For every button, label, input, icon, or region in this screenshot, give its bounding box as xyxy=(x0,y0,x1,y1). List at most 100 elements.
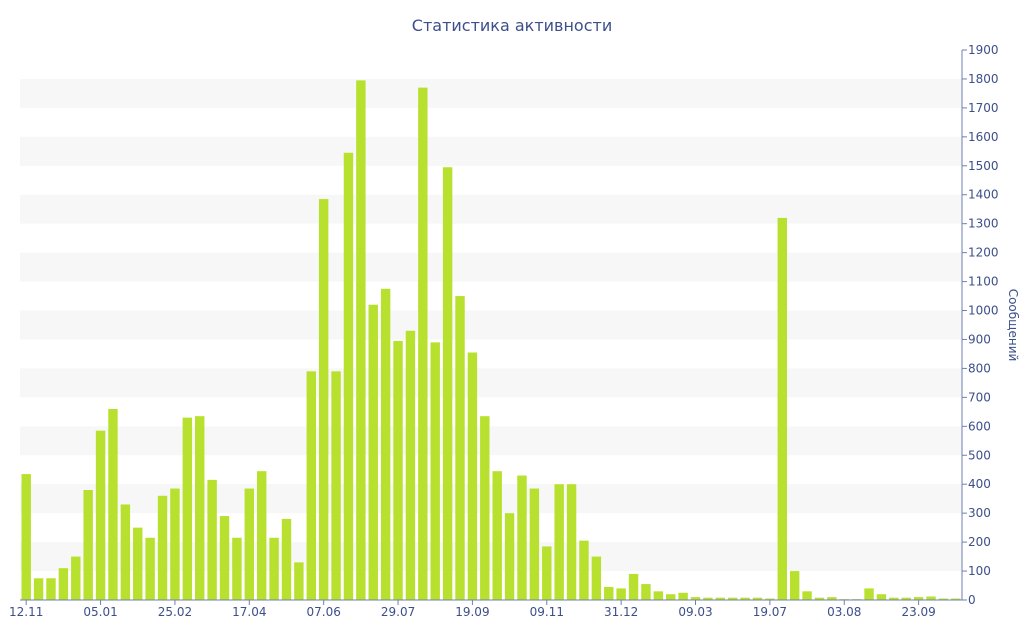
y-tick-label: 500 xyxy=(968,448,991,462)
x-tick-label: 19.09 xyxy=(455,605,489,619)
bar xyxy=(604,586,614,600)
bar xyxy=(207,479,217,600)
bar xyxy=(504,513,515,600)
bar xyxy=(789,571,800,600)
bar xyxy=(517,475,527,600)
bars-group xyxy=(21,80,961,601)
bar xyxy=(876,594,887,600)
bar xyxy=(133,527,143,600)
bar xyxy=(269,537,279,600)
bar xyxy=(628,573,639,600)
y-tick-label: 1500 xyxy=(968,159,999,173)
bar xyxy=(356,80,366,600)
y-tick-label: 1000 xyxy=(968,304,999,318)
grid-bands xyxy=(20,78,962,572)
bar xyxy=(430,342,440,600)
bar xyxy=(95,430,106,600)
x-tick-label: 17.04 xyxy=(232,605,266,619)
bar xyxy=(715,597,726,600)
bar xyxy=(740,597,750,600)
x-tick-label: 09.11 xyxy=(530,605,564,619)
bar xyxy=(889,597,899,600)
y-tick-label: 1100 xyxy=(968,275,999,289)
bar xyxy=(814,597,825,600)
bar xyxy=(393,340,403,600)
bar xyxy=(913,597,924,600)
bar xyxy=(529,488,540,600)
bar xyxy=(306,371,316,600)
bar xyxy=(256,471,267,600)
bar xyxy=(219,516,230,600)
bar xyxy=(690,597,701,600)
grid-band xyxy=(20,194,962,224)
bar xyxy=(405,330,416,600)
bar xyxy=(566,484,577,600)
grid-band xyxy=(20,78,962,108)
bar xyxy=(244,488,255,600)
y-tick-label: 1800 xyxy=(968,72,999,86)
bar xyxy=(33,578,44,600)
y-tick-label: 1300 xyxy=(968,217,999,231)
bar xyxy=(752,597,763,600)
y-tick-label: 100 xyxy=(968,564,991,578)
y-axis-ticks: 0 100 200 300 400 500 600 700 800 900 1000 1100 1200… xyxy=(962,43,999,607)
bar xyxy=(442,167,453,601)
bar xyxy=(120,504,131,600)
bar xyxy=(467,352,478,600)
x-tick-label: 03.08 xyxy=(827,605,861,619)
bar xyxy=(83,490,93,600)
bar xyxy=(616,588,626,600)
x-tick-label: 31.12 xyxy=(604,605,638,619)
x-axis-ticks: 12.11 05.01 25.02 17.04 07.06 29.07 19.09 09.11… xyxy=(9,600,936,619)
bar xyxy=(579,540,589,600)
y-tick-label: 800 xyxy=(968,361,991,375)
bar xyxy=(368,304,378,600)
bar xyxy=(418,87,428,600)
y-tick-label: 1200 xyxy=(968,246,999,260)
y-tick-label: 700 xyxy=(968,390,991,404)
bar xyxy=(21,474,31,600)
grid-band xyxy=(20,136,962,166)
bar xyxy=(864,588,874,600)
y-tick-label: 1700 xyxy=(968,101,999,115)
x-tick-label: 05.01 xyxy=(83,605,117,619)
bar xyxy=(653,591,664,600)
y-tick-label: 400 xyxy=(968,477,991,491)
bar xyxy=(170,488,180,600)
x-tick-label: 12.11 xyxy=(9,605,43,619)
bar xyxy=(542,546,552,600)
bar xyxy=(281,518,292,600)
y-tick-label: 1600 xyxy=(968,130,999,144)
bar xyxy=(938,598,949,600)
y-tick-label: 0 xyxy=(968,593,976,607)
y-tick-label: 1900 xyxy=(968,43,999,57)
chart-title: Статистика активности xyxy=(412,16,612,35)
bar xyxy=(455,296,465,600)
bar xyxy=(827,597,837,600)
bar xyxy=(926,596,936,600)
bar xyxy=(232,537,242,600)
y-tick-label: 1400 xyxy=(968,188,999,202)
grid-band xyxy=(20,252,962,282)
bar xyxy=(46,578,56,600)
bar xyxy=(802,591,812,600)
bar xyxy=(294,562,304,600)
bar xyxy=(951,598,961,600)
grid-band xyxy=(20,426,962,456)
bar xyxy=(71,556,81,600)
x-tick-label: 09.03 xyxy=(678,605,712,619)
bar xyxy=(666,594,676,600)
x-tick-label: 07.06 xyxy=(306,605,340,619)
x-tick-label: 19.07 xyxy=(753,605,787,619)
grid-band xyxy=(20,310,962,340)
x-tick-label: 29.07 xyxy=(381,605,415,619)
grid-band xyxy=(20,368,962,398)
x-tick-label: 23.09 xyxy=(901,605,935,619)
y-tick-label: 200 xyxy=(968,535,991,549)
bar xyxy=(777,217,787,600)
bar xyxy=(343,152,354,600)
bar xyxy=(195,416,205,600)
bar xyxy=(157,495,168,600)
bar xyxy=(331,371,341,600)
y-tick-label: 900 xyxy=(968,332,991,346)
